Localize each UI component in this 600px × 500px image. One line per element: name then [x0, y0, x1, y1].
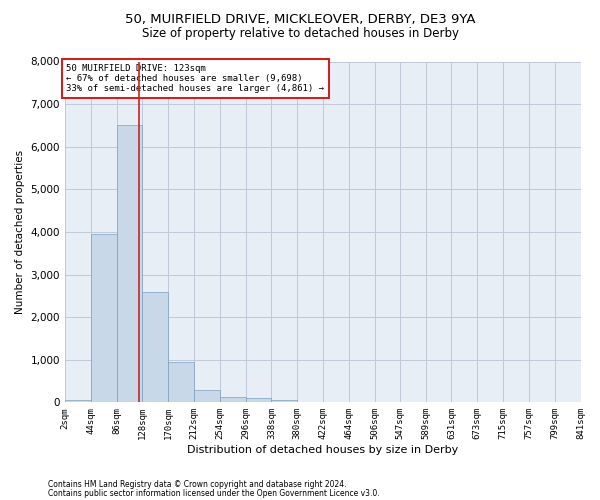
Bar: [194, 390, 220, 402]
Bar: [245, 398, 271, 402]
Y-axis label: Number of detached properties: Number of detached properties: [15, 150, 25, 314]
Text: 50, MUIRFIELD DRIVE, MICKLEOVER, DERBY, DE3 9YA: 50, MUIRFIELD DRIVE, MICKLEOVER, DERBY, …: [125, 12, 475, 26]
Text: 50 MUIRFIELD DRIVE: 123sqm
← 67% of detached houses are smaller (9,698)
33% of s: 50 MUIRFIELD DRIVE: 123sqm ← 67% of deta…: [66, 64, 324, 94]
Text: Contains HM Land Registry data © Crown copyright and database right 2024.: Contains HM Land Registry data © Crown c…: [48, 480, 347, 489]
Bar: [168, 362, 194, 403]
Bar: [91, 234, 116, 402]
Text: Size of property relative to detached houses in Derby: Size of property relative to detached ho…: [142, 28, 458, 40]
Bar: [116, 126, 142, 402]
Bar: [142, 292, 168, 403]
X-axis label: Distribution of detached houses by size in Derby: Distribution of detached houses by size …: [187, 445, 458, 455]
Bar: [65, 400, 91, 402]
Bar: [271, 400, 297, 402]
Bar: [220, 397, 245, 402]
Text: Contains public sector information licensed under the Open Government Licence v3: Contains public sector information licen…: [48, 488, 380, 498]
